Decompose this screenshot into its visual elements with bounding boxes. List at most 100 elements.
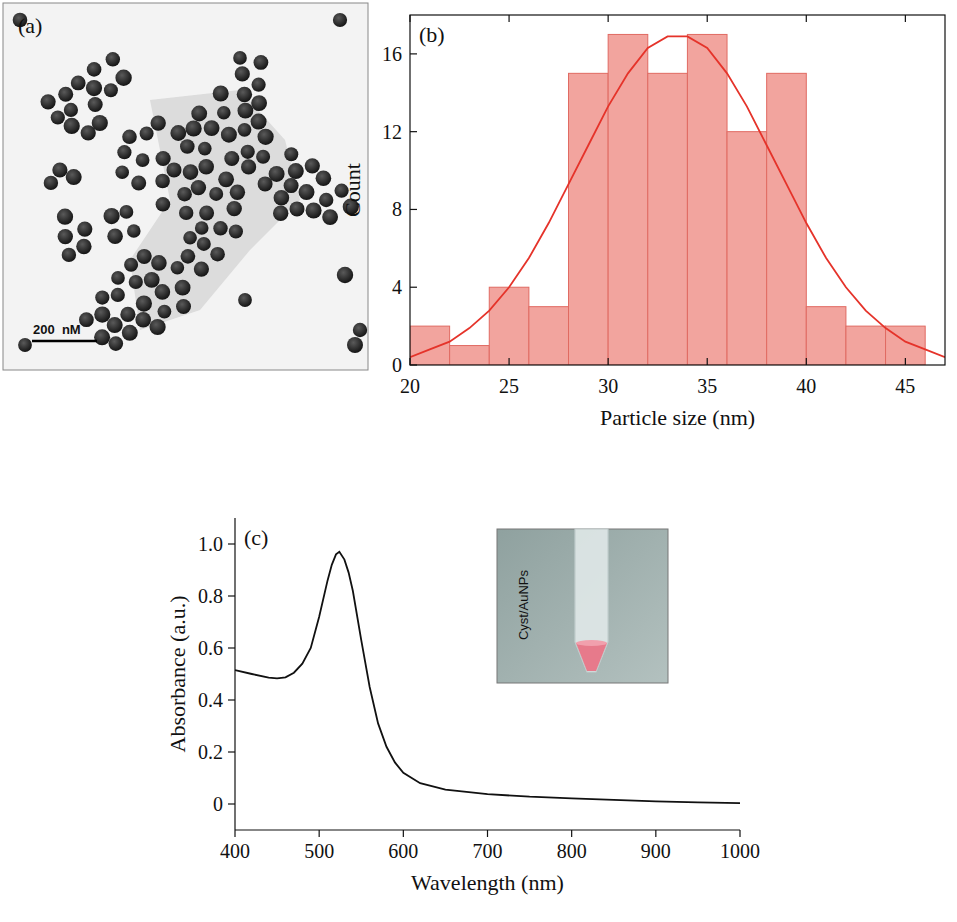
nanoparticle — [111, 288, 125, 302]
nanoparticle — [129, 275, 143, 289]
y-axis-title: Absorbance (a.u.) — [165, 596, 190, 753]
fit-curve — [410, 36, 945, 357]
figure: (a)200 nM2025303540450481216Particle siz… — [0, 0, 957, 922]
y-tick-label: 4 — [392, 276, 402, 298]
x-tick — [508, 358, 509, 365]
nanoparticle — [155, 284, 171, 300]
plot-marks — [410, 34, 945, 365]
nanoparticle — [197, 237, 211, 251]
nanoparticle — [167, 162, 182, 177]
nanoparticle — [104, 83, 118, 97]
scale-bar-label: 200 nM — [33, 322, 81, 337]
nanoparticle — [171, 261, 185, 275]
nanoparticle — [58, 87, 73, 102]
nanoparticle — [94, 307, 110, 323]
x-tick-label: 800 — [557, 840, 587, 862]
y-tick — [228, 803, 235, 804]
nanoparticle — [41, 94, 56, 109]
x-tick-label: 35 — [697, 375, 717, 397]
nanoparticle — [347, 337, 363, 353]
nanoparticle — [150, 319, 166, 335]
histogram-bar — [489, 287, 529, 365]
nanoparticle — [195, 221, 209, 235]
histogram-bar — [450, 346, 490, 365]
y-tick-label: 0 — [392, 354, 402, 376]
nanoparticle — [233, 51, 247, 65]
tube-liquid — [576, 643, 607, 671]
histogram-bar — [767, 73, 807, 365]
x-tick-label: 400 — [220, 840, 250, 862]
x-tick-top — [806, 15, 807, 22]
x-tick-top — [608, 15, 609, 22]
nanoparticle — [62, 248, 76, 262]
nanoparticle — [18, 338, 32, 352]
nanoparticle — [107, 228, 123, 244]
histogram-bar — [687, 34, 727, 365]
nanoparticle — [131, 176, 146, 191]
nanoparticle — [156, 197, 171, 212]
nanoparticle — [76, 239, 91, 254]
nanoparticle — [224, 151, 239, 166]
x-tick-top — [409, 15, 410, 22]
y-tick — [228, 595, 235, 596]
nanoparticle — [258, 129, 274, 145]
nanoparticle — [186, 120, 202, 136]
nanoparticle — [191, 180, 206, 195]
nanoparticle — [241, 159, 256, 174]
nanoparticle — [104, 208, 120, 224]
inset-label: Cyst/AuNPs — [516, 569, 531, 640]
y-tick — [410, 53, 417, 54]
inset-photo — [497, 529, 668, 683]
x-tick-top — [508, 15, 509, 22]
y-tick-label: 0.4 — [198, 689, 223, 711]
histogram-bar — [648, 73, 688, 365]
x-tick — [806, 358, 807, 365]
y-axis-title: Count — [340, 163, 365, 217]
x-tick — [608, 358, 609, 365]
x-tick-label: 25 — [499, 375, 519, 397]
nanoparticle — [151, 255, 167, 271]
nanoparticle — [127, 224, 141, 238]
nanoparticle — [120, 205, 134, 219]
nanoparticle — [274, 190, 290, 206]
nanoparticle — [137, 249, 152, 264]
nanoparticle — [179, 206, 193, 220]
nanoparticle — [57, 209, 73, 225]
y-tick-label: 1.0 — [198, 533, 223, 555]
x-tick — [403, 830, 404, 837]
nanoparticle — [156, 151, 171, 166]
nanoparticle — [140, 127, 154, 141]
nanoparticle — [44, 176, 58, 190]
nanoparticle — [199, 206, 214, 221]
y-tick — [228, 751, 235, 752]
nanoparticle — [198, 159, 214, 175]
nanoparticle — [87, 62, 102, 77]
nanoparticle — [170, 125, 186, 141]
nanoparticle — [51, 110, 65, 124]
nanoparticle — [176, 299, 191, 314]
nanoparticle — [218, 171, 234, 187]
nanoparticle — [251, 95, 267, 111]
x-tick — [487, 830, 488, 837]
x-tick-top — [905, 15, 906, 22]
nanoparticle — [217, 106, 231, 120]
nanoparticle — [124, 258, 138, 272]
nanoparticle — [252, 78, 266, 92]
nanoparticle — [235, 66, 250, 81]
x-axis-title: Wavelength (nm) — [411, 870, 564, 895]
y-tick — [228, 647, 235, 648]
histogram-bar — [806, 307, 846, 365]
liquid-surface — [576, 640, 607, 646]
nanoparticle — [92, 115, 108, 131]
histogram-bar — [529, 307, 569, 365]
nanoparticle — [175, 280, 191, 296]
histogram-bar — [410, 326, 450, 365]
scale-bar — [32, 340, 97, 343]
y-tick-label: 12 — [382, 121, 402, 143]
nanoparticle — [95, 291, 109, 305]
panel-label: (a) — [18, 13, 42, 38]
nanoparticle — [204, 120, 220, 136]
nanoparticle — [198, 142, 212, 156]
nanoparticle — [106, 52, 120, 66]
nanoparticle — [337, 267, 353, 283]
